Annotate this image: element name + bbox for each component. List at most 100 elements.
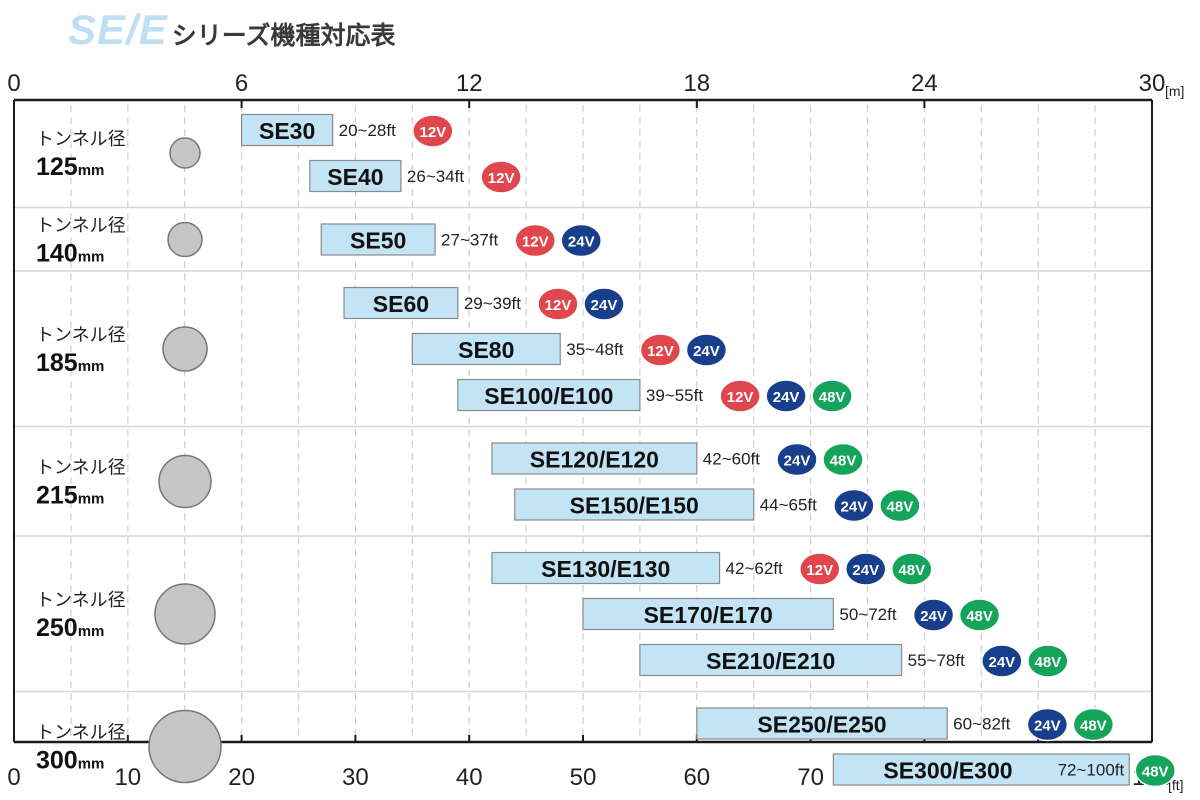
range-label: 50~72ft — [839, 605, 896, 624]
model-bar — [343, 286, 459, 320]
range-label: 72~100ft — [1058, 761, 1125, 780]
voltage-badge-48v — [1027, 644, 1069, 678]
voltage-badge-12v — [639, 333, 682, 367]
voltage-badge-48v — [958, 598, 1001, 632]
voltage-badge-24v — [845, 552, 887, 586]
voltage-badge-12v — [412, 114, 454, 148]
model-label: SE210/E210 — [706, 648, 835, 674]
model-label: SE80 — [458, 337, 514, 363]
bottom-tick-label: 20 — [228, 764, 255, 791]
voltage-badge-24v — [833, 488, 875, 523]
voltage-badge-12v — [480, 160, 522, 194]
model-label: SE60 — [373, 291, 429, 317]
range-label: 60~82ft — [953, 715, 1010, 734]
voltage-badge-48v — [891, 552, 933, 586]
chart-title: SE/E シリーズ機種対応表 — [68, 6, 395, 54]
group-label: トンネル径 — [36, 590, 126, 610]
voltage-badge-label: 24V — [773, 389, 800, 406]
voltage-badge-label: 24V — [568, 234, 595, 251]
group-label: トンネル径 — [36, 325, 126, 345]
voltage-badge-label: 24V — [920, 608, 947, 625]
voltage-badge-48v — [822, 442, 864, 477]
tunnel-diameter: 250mm — [36, 614, 104, 642]
voltage-badge-48v — [1072, 707, 1115, 742]
voltage-badge-24v — [583, 287, 625, 321]
range-label: 42~60ft — [703, 450, 760, 469]
voltage-badge-label: 12V — [488, 170, 515, 187]
voltage-badge-12v — [514, 223, 557, 258]
voltage-badge-label: 24V — [591, 297, 618, 314]
voltage-badge-48v — [879, 488, 921, 523]
tunnel-diameter: 125mm — [36, 153, 104, 181]
voltage-badge-label: 48V — [1034, 654, 1061, 671]
model-label: SE250/E250 — [757, 712, 886, 738]
voltage-badge-label: 12V — [727, 389, 754, 406]
voltage-badge-label: 48V — [966, 608, 993, 625]
voltage-badge-label: 12V — [806, 562, 833, 579]
top-tick-label: 30 — [1139, 70, 1166, 97]
voltage-badge-24v — [912, 598, 955, 632]
voltage-badge-24v — [685, 333, 728, 367]
tunnel-diameter: 215mm — [36, 482, 104, 510]
voltage-badge-12v — [537, 287, 579, 321]
model-bar — [309, 159, 402, 193]
top-tick-label: 18 — [683, 70, 710, 97]
range-label: 39~55ft — [646, 386, 703, 405]
range-label: 42~62ft — [726, 559, 783, 578]
voltage-badge-label: 24V — [693, 343, 720, 360]
voltage-badge-12v — [719, 379, 761, 413]
model-bar — [241, 113, 334, 147]
tunnel-diameter: 300mm — [36, 747, 104, 775]
model-label: SE120/E120 — [530, 447, 659, 473]
model-label: SE300/E300 — [883, 758, 1012, 784]
range-label: 44~65ft — [760, 496, 817, 515]
group-label: トンネル径 — [36, 458, 126, 478]
tunnel-diameter: 185mm — [36, 349, 104, 377]
voltage-badge-label: 12V — [419, 124, 446, 141]
title-series-prefix: SE/E — [68, 6, 168, 53]
range-label: 27~37ft — [441, 231, 498, 250]
range-label: 55~78ft — [908, 651, 965, 670]
model-bar — [320, 223, 436, 256]
bottom-tick-label: 50 — [570, 764, 597, 791]
range-label: 29~39ft — [464, 294, 521, 313]
bottom-tick-label: 30 — [342, 764, 369, 791]
voltage-badge-label: 48V — [887, 499, 914, 516]
pipe-size-circle — [154, 583, 216, 645]
model-bar — [491, 551, 721, 585]
pipe-size-circle — [169, 137, 201, 169]
voltage-badge-12v — [799, 552, 841, 586]
voltage-badge-24v — [765, 379, 807, 413]
bottom-tick-label: 70 — [797, 764, 824, 791]
model-bar — [832, 753, 1130, 786]
top-tick-label: 6 — [235, 70, 248, 97]
bottom-tick-label: 10 — [114, 764, 141, 791]
top-tick-label: 0 — [7, 70, 20, 97]
bottom-axis-unit: [ft] — [1168, 777, 1184, 793]
voltage-badge-label: 24V — [784, 453, 811, 470]
model-bar — [639, 643, 903, 677]
group-label: トンネル径 — [36, 129, 126, 149]
voltage-badge-24v — [776, 442, 818, 477]
top-axis-unit: [m] — [1165, 83, 1184, 99]
model-label: SE100/E100 — [484, 383, 613, 409]
model-label: SE40 — [327, 164, 383, 190]
voltage-badge-label: 48V — [1080, 718, 1107, 735]
voltage-badge-label: 48V — [898, 562, 925, 579]
pipe-size-circle — [148, 709, 222, 784]
model-bar — [582, 597, 834, 631]
voltage-badge-label: 48V — [819, 389, 846, 406]
top-tick-label: 12 — [456, 70, 483, 97]
bottom-tick-label: 60 — [683, 764, 710, 791]
voltage-badge-label: 12V — [647, 343, 674, 360]
voltage-badge-label: 24V — [841, 499, 868, 516]
voltage-badge-24v — [560, 223, 603, 258]
range-label: 26~34ft — [407, 167, 464, 186]
model-bar — [514, 488, 755, 521]
voltage-badge-label: 12V — [545, 297, 572, 314]
pipe-size-circle — [167, 221, 203, 258]
model-label: SE150/E150 — [570, 493, 699, 519]
voltage-badge-label: 24V — [988, 654, 1015, 671]
model-label: SE130/E130 — [541, 556, 670, 582]
